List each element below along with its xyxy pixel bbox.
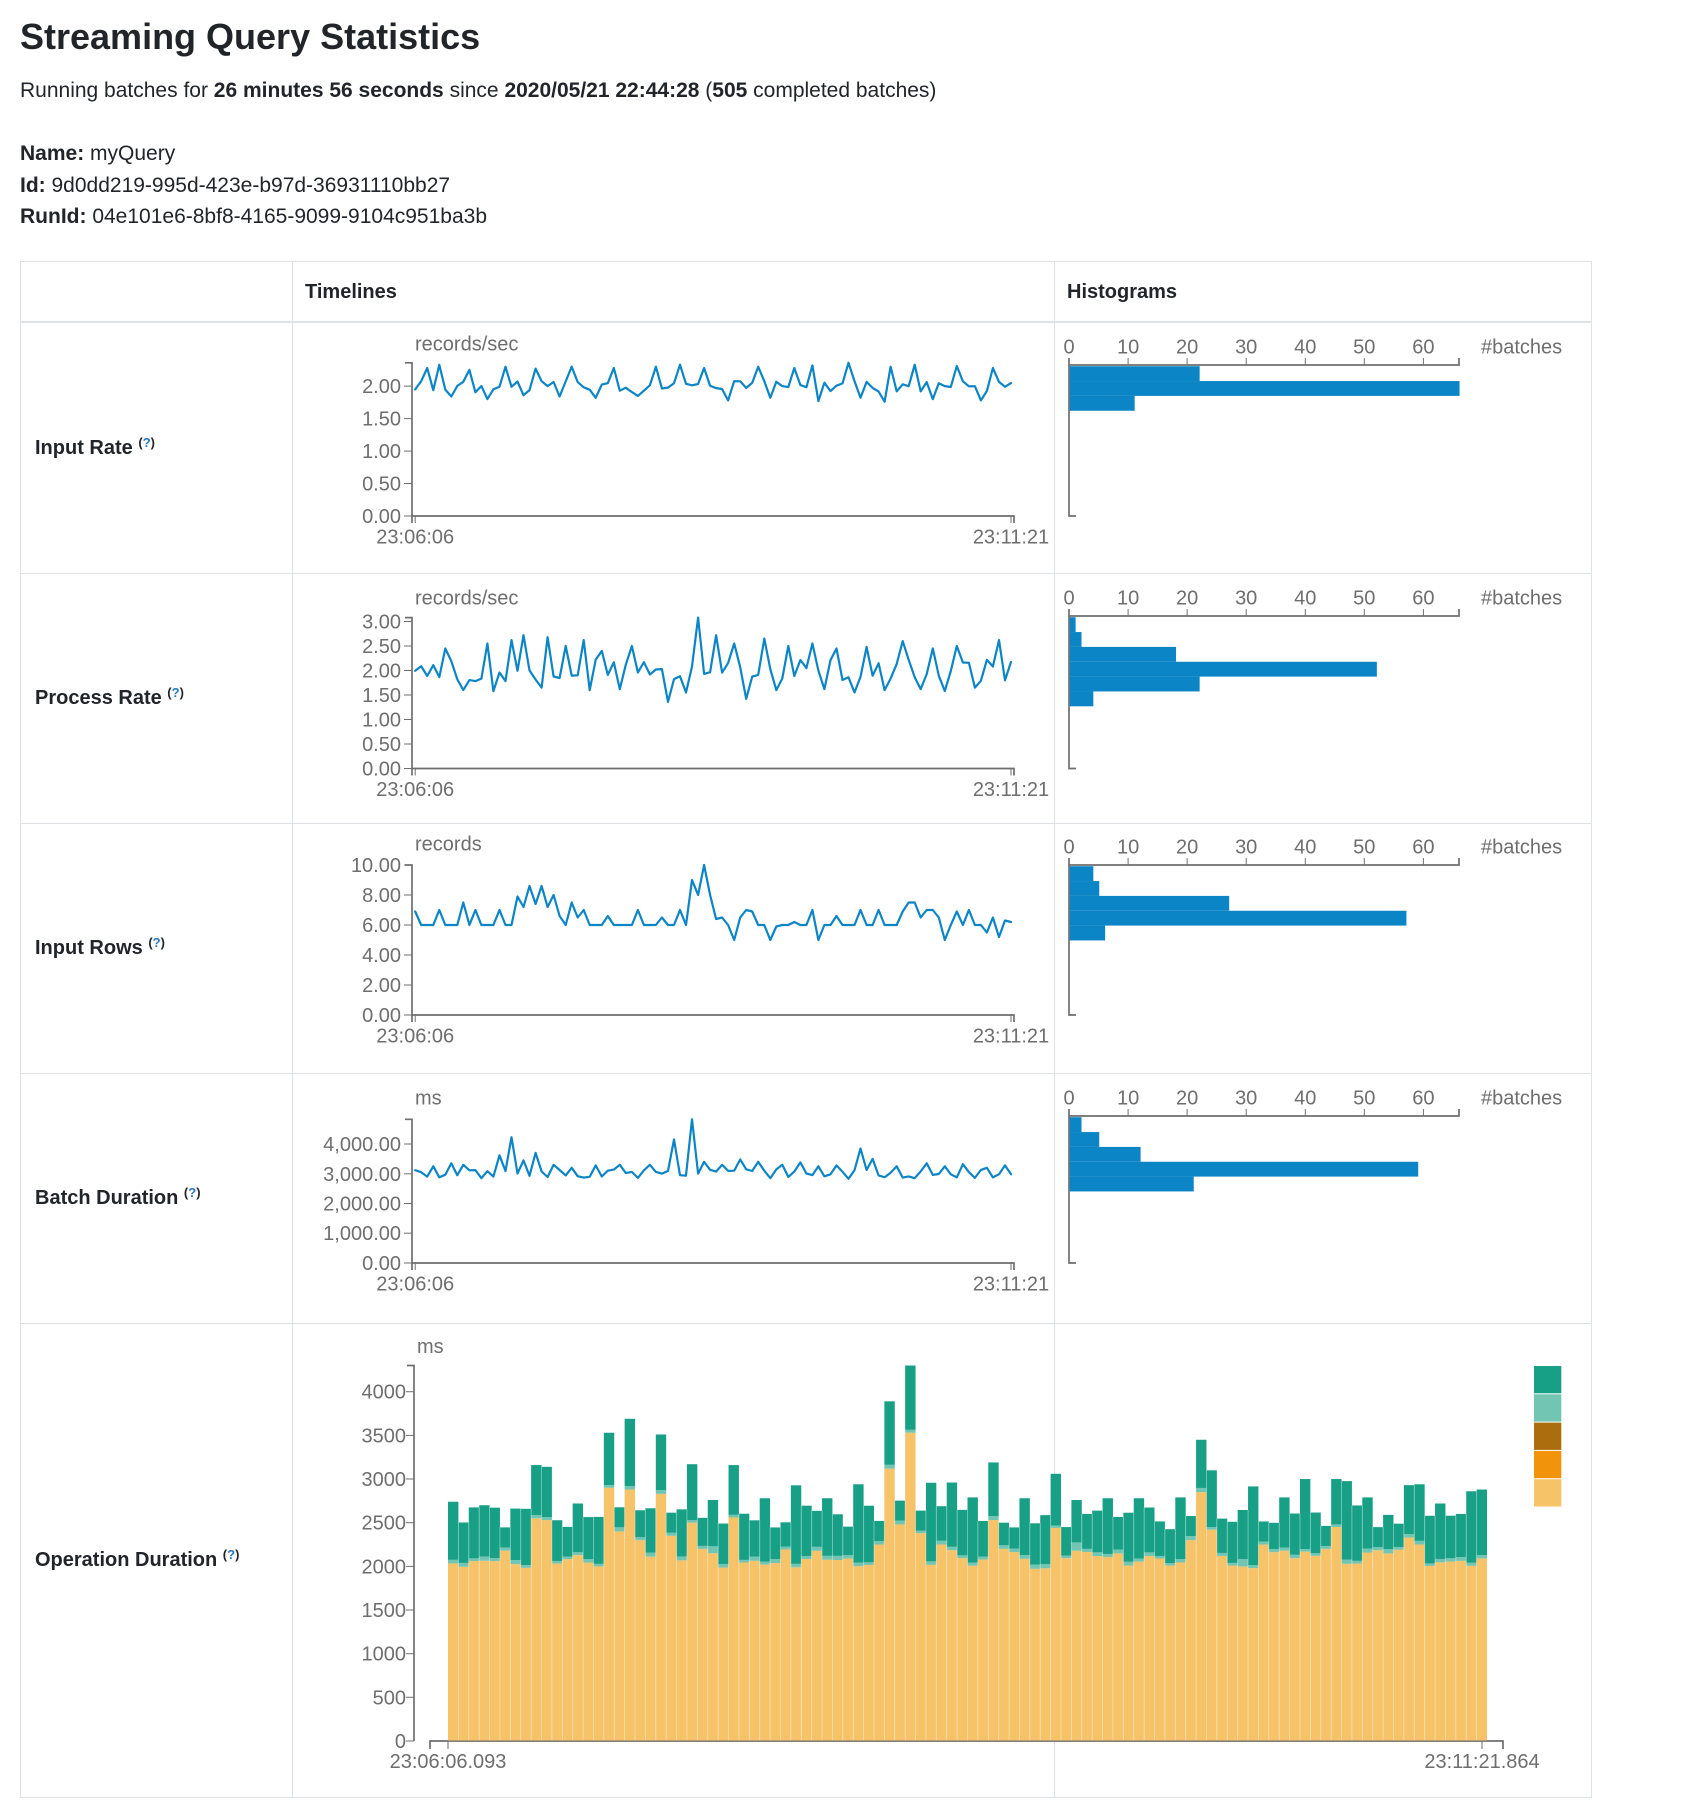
svg-text:23:11:21: 23:11:21: [973, 779, 1049, 801]
svg-text:50: 50: [1353, 836, 1375, 858]
svg-text:records: records: [415, 834, 482, 856]
svg-text:23:11:21: 23:11:21: [973, 1274, 1049, 1296]
svg-text:50: 50: [1353, 336, 1375, 358]
svg-text:50: 50: [1353, 1087, 1375, 1109]
svg-text:23:06:06.093: 23:06:06.093: [390, 1751, 507, 1773]
svg-text:records/sec: records/sec: [415, 334, 518, 356]
svg-text:23:06:06: 23:06:06: [376, 779, 454, 801]
svg-text:30: 30: [1235, 836, 1257, 858]
svg-text:23:06:06: 23:06:06: [376, 527, 454, 549]
svg-text:60: 60: [1412, 587, 1434, 609]
svg-text:23:11:21: 23:11:21: [973, 527, 1049, 549]
svg-text:20: 20: [1176, 336, 1198, 358]
svg-text:23:06:06: 23:06:06: [376, 1274, 454, 1296]
svg-text:0: 0: [395, 1731, 406, 1753]
svg-text:1,000.00: 1,000.00: [323, 1223, 401, 1245]
svg-text:2.50: 2.50: [362, 636, 401, 658]
svg-text:4,000.00: 4,000.00: [323, 1134, 401, 1156]
svg-text:40: 40: [1294, 587, 1316, 609]
svg-text:10: 10: [1117, 836, 1139, 858]
svg-text:10: 10: [1117, 1087, 1139, 1109]
svg-text:30: 30: [1235, 336, 1257, 358]
svg-text:records/sec: records/sec: [415, 588, 518, 610]
svg-text:3500: 3500: [362, 1425, 407, 1447]
svg-text:0.00: 0.00: [362, 1005, 401, 1027]
svg-text:#batches: #batches: [1481, 336, 1562, 358]
svg-text:50: 50: [1353, 587, 1375, 609]
svg-text:1.50: 1.50: [362, 409, 401, 431]
svg-text:2.00: 2.00: [362, 376, 401, 398]
svg-text:60: 60: [1412, 836, 1434, 858]
svg-text:10: 10: [1117, 336, 1139, 358]
svg-text:2500: 2500: [362, 1513, 407, 1535]
svg-text:1000: 1000: [362, 1644, 407, 1666]
svg-text:0: 0: [1063, 336, 1074, 358]
svg-text:500: 500: [373, 1687, 406, 1709]
svg-text:ms: ms: [417, 1336, 444, 1358]
svg-text:0.00: 0.00: [362, 1253, 401, 1275]
svg-text:3.00: 3.00: [362, 612, 401, 634]
svg-text:1.00: 1.00: [362, 710, 401, 732]
svg-text:40: 40: [1294, 1087, 1316, 1109]
svg-text:4.00: 4.00: [362, 945, 401, 967]
svg-text:1.00: 1.00: [362, 441, 401, 463]
svg-text:#batches: #batches: [1481, 836, 1562, 858]
svg-text:4000: 4000: [362, 1382, 407, 1404]
svg-text:20: 20: [1176, 836, 1198, 858]
svg-text:20: 20: [1176, 587, 1198, 609]
svg-text:3000: 3000: [362, 1469, 407, 1491]
svg-text:60: 60: [1412, 336, 1434, 358]
svg-text:30: 30: [1235, 587, 1257, 609]
svg-text:2,000.00: 2,000.00: [323, 1194, 401, 1216]
svg-text:2000: 2000: [362, 1556, 407, 1578]
svg-text:2.00: 2.00: [362, 661, 401, 683]
svg-text:0.00: 0.00: [362, 506, 401, 528]
svg-text:ms: ms: [415, 1088, 442, 1110]
svg-text:10.00: 10.00: [351, 855, 401, 877]
svg-text:23:11:21: 23:11:21: [973, 1026, 1049, 1048]
svg-text:0: 0: [1063, 836, 1074, 858]
svg-text:1500: 1500: [362, 1600, 407, 1622]
svg-text:0.00: 0.00: [362, 759, 401, 781]
svg-text:23:11:21.864: 23:11:21.864: [1424, 1751, 1539, 1773]
svg-text:0: 0: [1063, 1087, 1074, 1109]
svg-text:60: 60: [1412, 1087, 1434, 1109]
svg-text:10: 10: [1117, 587, 1139, 609]
svg-text:0.50: 0.50: [362, 734, 401, 756]
svg-text:8.00: 8.00: [362, 885, 401, 907]
svg-text:6.00: 6.00: [362, 915, 401, 937]
svg-text:40: 40: [1294, 836, 1316, 858]
svg-text:0: 0: [1063, 587, 1074, 609]
svg-text:20: 20: [1176, 1087, 1198, 1109]
svg-text:#batches: #batches: [1481, 587, 1562, 609]
svg-text:1.50: 1.50: [362, 685, 401, 707]
svg-text:40: 40: [1294, 336, 1316, 358]
svg-text:0.50: 0.50: [362, 474, 401, 496]
svg-text:2.00: 2.00: [362, 975, 401, 997]
svg-text:3,000.00: 3,000.00: [323, 1164, 401, 1186]
svg-text:30: 30: [1235, 1087, 1257, 1109]
svg-text:#batches: #batches: [1481, 1087, 1562, 1109]
svg-text:23:06:06: 23:06:06: [376, 1026, 454, 1048]
